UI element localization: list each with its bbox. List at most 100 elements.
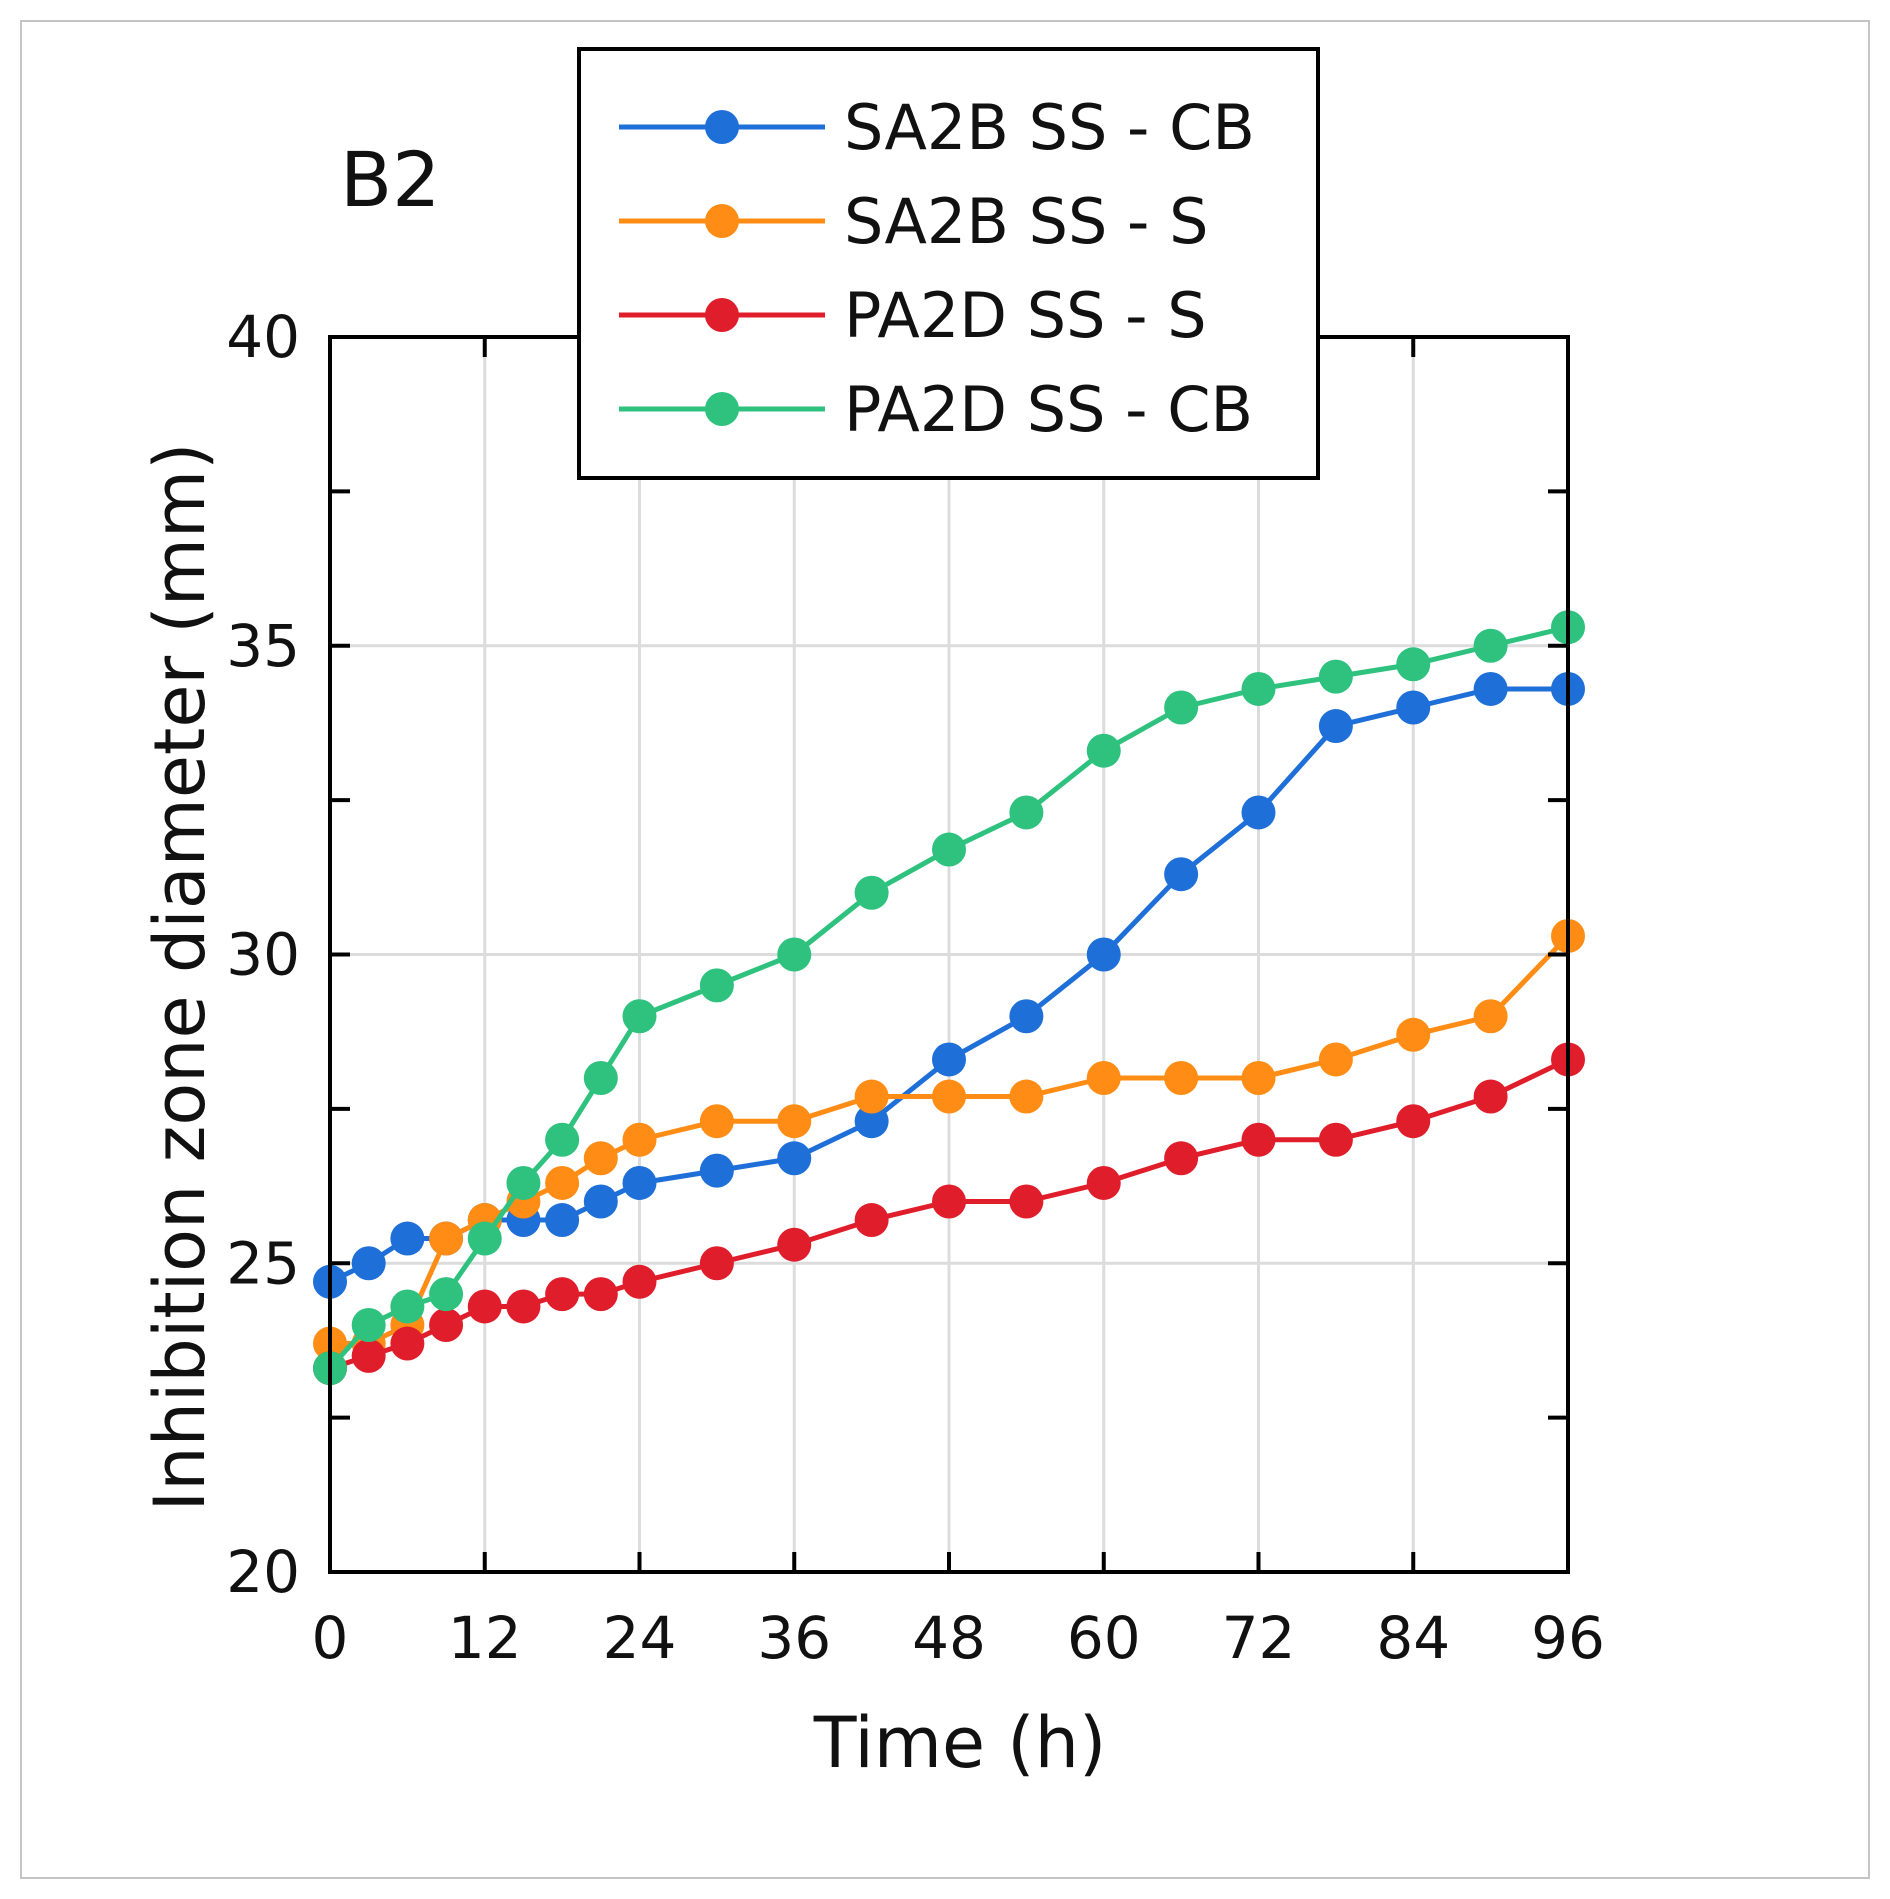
legend: SA2B SS - CB SA2B SS - S PA2D SS - S PA2D S… [577, 47, 1320, 480]
y-tick-label-35: 35 [226, 612, 300, 680]
legend-label-0: SA2B SS - CB [844, 91, 1255, 164]
data-point-3-1 [351, 1308, 386, 1342]
data-point-3-13 [1009, 795, 1044, 830]
data-point-0-16 [1241, 795, 1276, 830]
data-point-2-15 [1164, 1141, 1199, 1176]
data-point-0-13 [1009, 999, 1044, 1034]
data-point-1-13 [1009, 1079, 1044, 1114]
x-tick-label-0: 0 [312, 1604, 349, 1672]
data-point-3-7 [583, 1061, 618, 1095]
x-tick-label-72: 72 [1222, 1604, 1296, 1672]
data-point-0-10 [777, 1141, 812, 1176]
data-point-2-16 [1241, 1122, 1276, 1157]
data-point-1-15 [1164, 1061, 1199, 1095]
data-point-1-9 [699, 1104, 734, 1139]
chart: 20 25 30 35 40 0 12 24 36 48 60 72 84 96 B2 Time (h)… [139, 47, 1605, 1784]
data-point-1-7 [583, 1141, 618, 1176]
x-axis-label: Time (h) [813, 1702, 1107, 1784]
data-point-1-11 [854, 1079, 889, 1114]
data-point-2-18 [1396, 1104, 1431, 1139]
data-point-3-18 [1396, 647, 1431, 682]
x-tick-labels: 0 12 24 36 48 60 72 84 96 [312, 1604, 1605, 1672]
data-point-1-17 [1318, 1042, 1353, 1077]
data-point-2-3 [429, 1308, 464, 1342]
data-point-0-15 [1164, 857, 1199, 892]
legend-marker-3 [705, 392, 739, 426]
data-point-2-14 [1086, 1165, 1121, 1200]
data-point-3-12 [932, 832, 966, 867]
data-point-0-8 [622, 1165, 657, 1200]
y-tick-label-20: 20 [226, 1538, 300, 1606]
legend-label-1: SA2B SS - S [844, 185, 1208, 258]
data-point-3-9 [699, 968, 734, 1003]
data-point-0-19 [1473, 671, 1508, 706]
y-tick-labels: 20 25 30 35 40 [226, 303, 300, 1606]
data-point-3-2 [390, 1289, 425, 1324]
data-point-3-19 [1473, 628, 1508, 663]
data-point-1-18 [1396, 1017, 1431, 1052]
figure-frame: 20 25 30 35 40 0 12 24 36 48 60 72 84 96 B2 Time (h)… [20, 20, 1870, 1879]
x-tick-label-96: 96 [1531, 1604, 1605, 1672]
data-point-3-10 [777, 937, 812, 972]
data-point-0-9 [699, 1153, 734, 1188]
data-point-2-4 [467, 1289, 502, 1324]
data-point-1-6 [545, 1165, 580, 1200]
data-point-1-8 [622, 1122, 657, 1157]
data-point-3-17 [1318, 659, 1353, 694]
legend-entry-3: PA2D SS - CB [619, 373, 1253, 446]
data-point-2-5 [506, 1289, 541, 1324]
x-tick-label-84: 84 [1376, 1604, 1450, 1672]
data-point-2-9 [699, 1246, 734, 1281]
legend-label-2: PA2D SS - S [844, 279, 1207, 352]
data-point-1-3 [429, 1221, 464, 1256]
legend-marker-2 [705, 298, 739, 332]
data-point-0-1 [351, 1246, 386, 1281]
data-point-3-6 [545, 1122, 580, 1157]
data-point-1-10 [777, 1104, 812, 1139]
data-point-2-10 [777, 1227, 812, 1262]
data-point-2-8 [622, 1264, 657, 1299]
data-point-2-13 [1009, 1184, 1044, 1219]
grid-lines [330, 337, 1568, 1572]
data-point-0-17 [1318, 709, 1353, 744]
data-point-3-16 [1241, 671, 1276, 706]
data-point-1-19 [1473, 999, 1508, 1034]
data-point-3-15 [1164, 690, 1199, 725]
data-point-0-14 [1086, 937, 1121, 972]
data-point-3-14 [1086, 733, 1121, 768]
data-point-1-12 [932, 1079, 966, 1114]
legend-marker-1 [705, 204, 739, 238]
data-point-3-8 [622, 999, 657, 1034]
data-point-2-19 [1473, 1079, 1508, 1114]
x-tick-label-24: 24 [603, 1604, 677, 1672]
y-tick-label-40: 40 [226, 303, 300, 371]
y-axis-label: Inhibition zone diameter (mm) [139, 443, 221, 1512]
x-tick-label-36: 36 [757, 1604, 831, 1672]
data-point-3-4 [467, 1221, 502, 1256]
data-point-2-7 [583, 1277, 618, 1312]
x-tick-label-48: 48 [912, 1604, 986, 1672]
legend-label-3: PA2D SS - CB [844, 373, 1253, 446]
data-point-2-12 [932, 1184, 966, 1219]
legend-entry-2: PA2D SS - S [619, 279, 1207, 352]
data-point-0-7 [583, 1184, 618, 1219]
data-point-3-5 [506, 1165, 541, 1200]
data-point-0-2 [390, 1221, 425, 1256]
data-point-1-14 [1086, 1061, 1121, 1095]
data-point-2-6 [545, 1277, 580, 1312]
data-point-2-17 [1318, 1122, 1353, 1157]
x-tick-label-12: 12 [448, 1604, 522, 1672]
data-point-0-6 [545, 1203, 580, 1238]
series-1 [313, 918, 1585, 1361]
data-point-1-16 [1241, 1061, 1276, 1095]
legend-entry-1: SA2B SS - S [619, 185, 1208, 258]
data-point-3-3 [429, 1277, 464, 1312]
legend-marker-0 [705, 110, 739, 144]
y-tick-label-30: 30 [226, 921, 300, 989]
data-point-2-1 [351, 1338, 386, 1373]
y-tick-label-25: 25 [226, 1229, 300, 1297]
data-point-0-12 [932, 1042, 966, 1077]
x-tick-label-60: 60 [1067, 1604, 1141, 1672]
panel-label: B2 [340, 135, 441, 224]
data-point-2-2 [390, 1326, 425, 1361]
